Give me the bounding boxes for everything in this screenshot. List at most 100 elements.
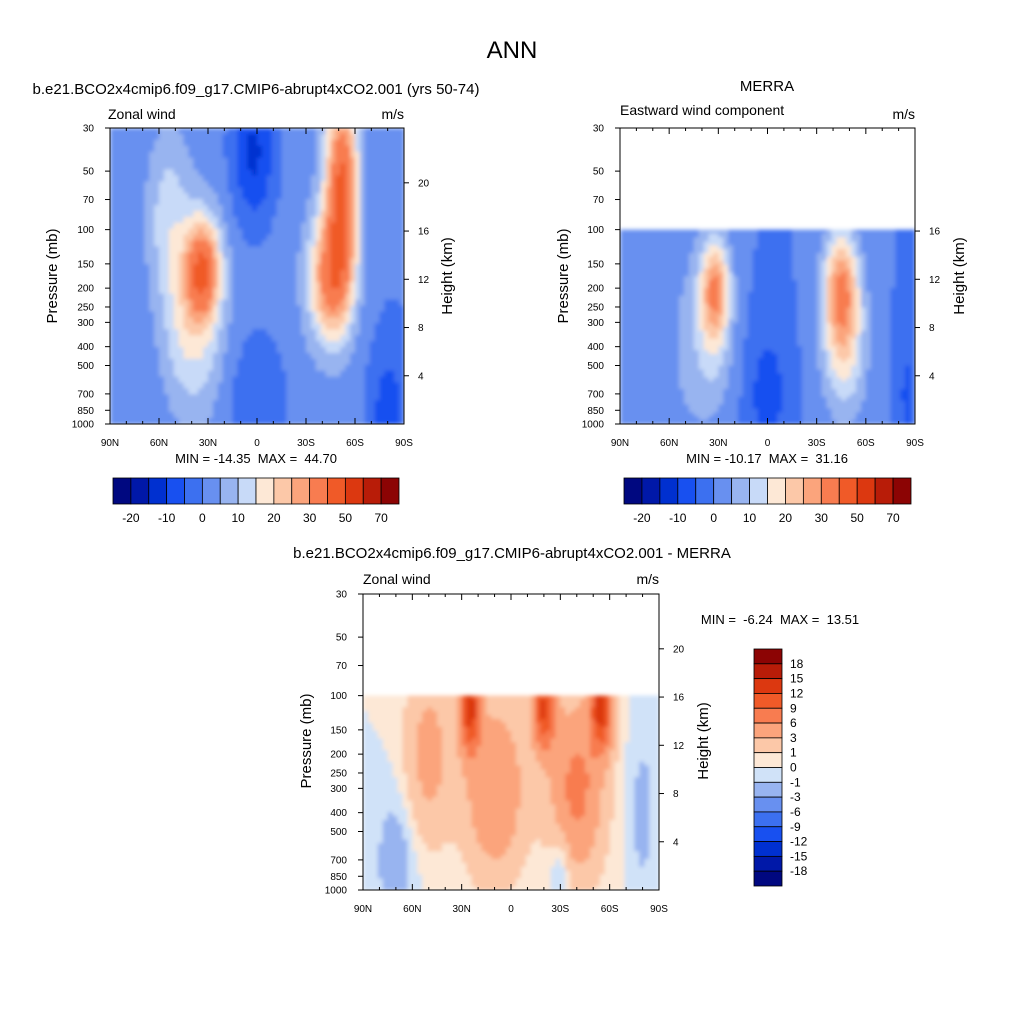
contour-cell — [110, 341, 116, 348]
contour-cell — [851, 284, 857, 288]
contour-cell — [886, 327, 892, 331]
contour-cell — [164, 406, 170, 413]
contour-cell — [169, 235, 175, 242]
contour-cell — [139, 288, 145, 295]
contour-cell — [846, 237, 852, 241]
contour-cell — [718, 237, 724, 241]
contour-cell — [748, 261, 754, 265]
contour-cell — [286, 371, 292, 378]
contour-cell — [257, 229, 263, 236]
contour-cell — [169, 371, 175, 378]
contour-cell — [321, 246, 327, 253]
contour-cell — [135, 187, 141, 194]
contour-cell — [282, 388, 288, 395]
contour-cell — [694, 272, 700, 276]
contour-cell — [164, 294, 170, 301]
contour-cell — [753, 265, 759, 269]
contour-cell — [886, 230, 892, 234]
contour-cell — [184, 158, 190, 165]
contour-cell — [782, 261, 788, 265]
contour-cell — [370, 181, 376, 188]
contour-cell — [812, 296, 818, 300]
y-tick-label: 100 — [77, 225, 94, 236]
contour-cell — [326, 306, 332, 313]
contour-cell — [753, 288, 759, 292]
contour-cell — [905, 331, 911, 335]
contour-cell — [782, 300, 788, 304]
contour-cell — [296, 181, 302, 188]
contour-cell — [856, 303, 862, 307]
contour-cell — [768, 241, 774, 245]
contour-cell — [763, 245, 769, 249]
contour-cell — [709, 296, 715, 300]
contour-cell — [277, 264, 283, 271]
contour-cell — [179, 288, 185, 295]
contour-cell — [812, 230, 818, 234]
contour-cell — [620, 280, 626, 284]
contour-cell — [743, 288, 749, 292]
contour-cell — [895, 241, 901, 245]
contour-cell — [375, 134, 381, 141]
contour-cell — [159, 164, 165, 171]
contour-cell — [340, 164, 346, 171]
contour-cell — [782, 241, 788, 245]
contour-cell — [301, 400, 307, 407]
contour-cell — [841, 296, 847, 300]
contour-cell — [149, 152, 155, 159]
contour-cell — [384, 252, 390, 259]
contour-cell — [286, 235, 292, 242]
contour-cell — [291, 187, 297, 194]
contour-cell — [237, 193, 243, 200]
contour-cell — [758, 338, 764, 342]
contour-cell — [321, 388, 327, 395]
contour-cell — [120, 371, 126, 378]
contour-cell — [360, 164, 366, 171]
contour-cell — [169, 335, 175, 342]
contour-cell — [827, 265, 833, 269]
contour-cell — [144, 193, 150, 200]
contour-cell — [184, 146, 190, 153]
contour-cell — [871, 319, 877, 323]
contour-cell — [630, 323, 636, 327]
contour-cell — [193, 341, 199, 348]
contour-cell — [890, 327, 896, 331]
contour-cell — [169, 205, 175, 212]
contour-cell — [797, 245, 803, 249]
contour-cell — [184, 412, 190, 419]
contour-cell — [115, 128, 121, 135]
contour-cell — [135, 359, 141, 366]
contour-cell — [881, 245, 887, 249]
contour-cell — [120, 181, 126, 188]
contour-cell — [635, 346, 641, 350]
contour-cell — [831, 323, 837, 327]
contour-cell — [242, 276, 248, 283]
contour-cell — [841, 276, 847, 280]
contour-cell — [247, 164, 253, 171]
contour-cell — [218, 181, 224, 188]
contour-cell — [125, 193, 131, 200]
contour-cell — [247, 158, 253, 165]
contour-cell — [846, 319, 852, 323]
contour-cell — [110, 164, 116, 171]
contour-cell — [179, 146, 185, 153]
contour-cell — [144, 317, 150, 324]
contour-cell — [135, 282, 141, 289]
contour-cell — [154, 199, 160, 206]
contour-cell — [262, 181, 268, 188]
contour-cell — [394, 400, 400, 407]
contour-cell — [247, 282, 253, 289]
contour-cell — [174, 288, 180, 295]
contour-cell — [360, 181, 366, 188]
contour-cell — [242, 217, 248, 224]
contour-cell — [370, 388, 376, 395]
contour-cell — [321, 365, 327, 372]
contour-cell — [654, 311, 660, 315]
contour-cell — [905, 303, 911, 307]
contour-cell — [380, 152, 386, 159]
contour-cell — [213, 258, 219, 265]
contour-cell — [164, 377, 170, 384]
contour-cell — [179, 300, 185, 307]
contour-cell — [301, 335, 307, 342]
contour-cell — [817, 342, 823, 346]
contour-cell — [115, 240, 121, 247]
